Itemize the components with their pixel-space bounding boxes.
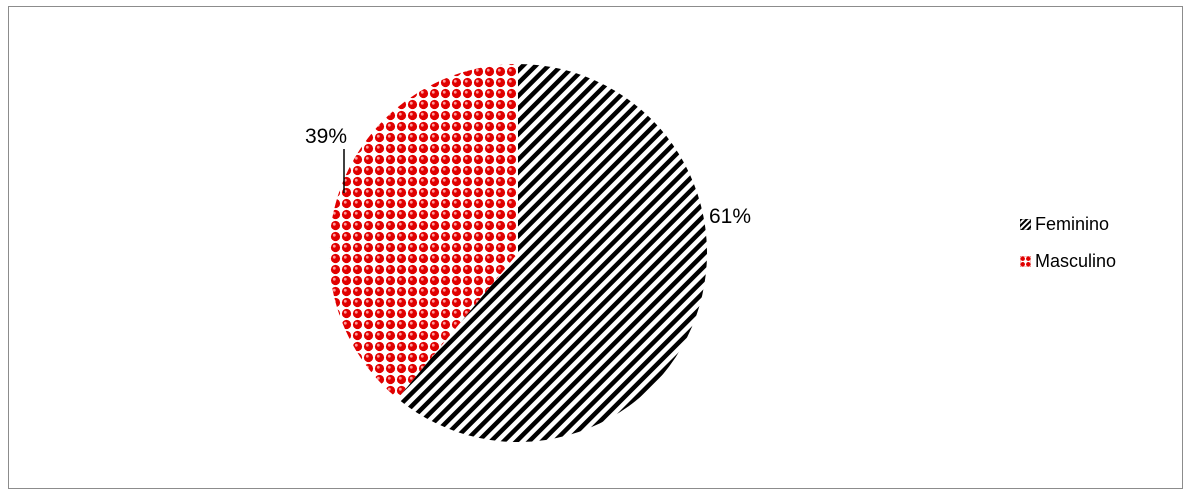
data-label-feminino: 61%: [709, 205, 751, 228]
legend-item-feminino: Feminino: [1020, 214, 1116, 234]
pie-slice-feminino: [397, 64, 707, 442]
legend-swatch-masculino: [1020, 255, 1031, 267]
pie-slice-masculino: [328, 63, 518, 399]
legend-label-masculino: Masculino: [1035, 250, 1117, 271]
data-label-masculino: 39%: [305, 125, 347, 148]
legend-label-feminino: Feminino: [1035, 213, 1110, 234]
chart-legend: Feminino Masculino: [1020, 214, 1116, 288]
legend-swatch-feminino: [1020, 218, 1031, 230]
legend-item-masculino: Masculino: [1020, 251, 1116, 271]
